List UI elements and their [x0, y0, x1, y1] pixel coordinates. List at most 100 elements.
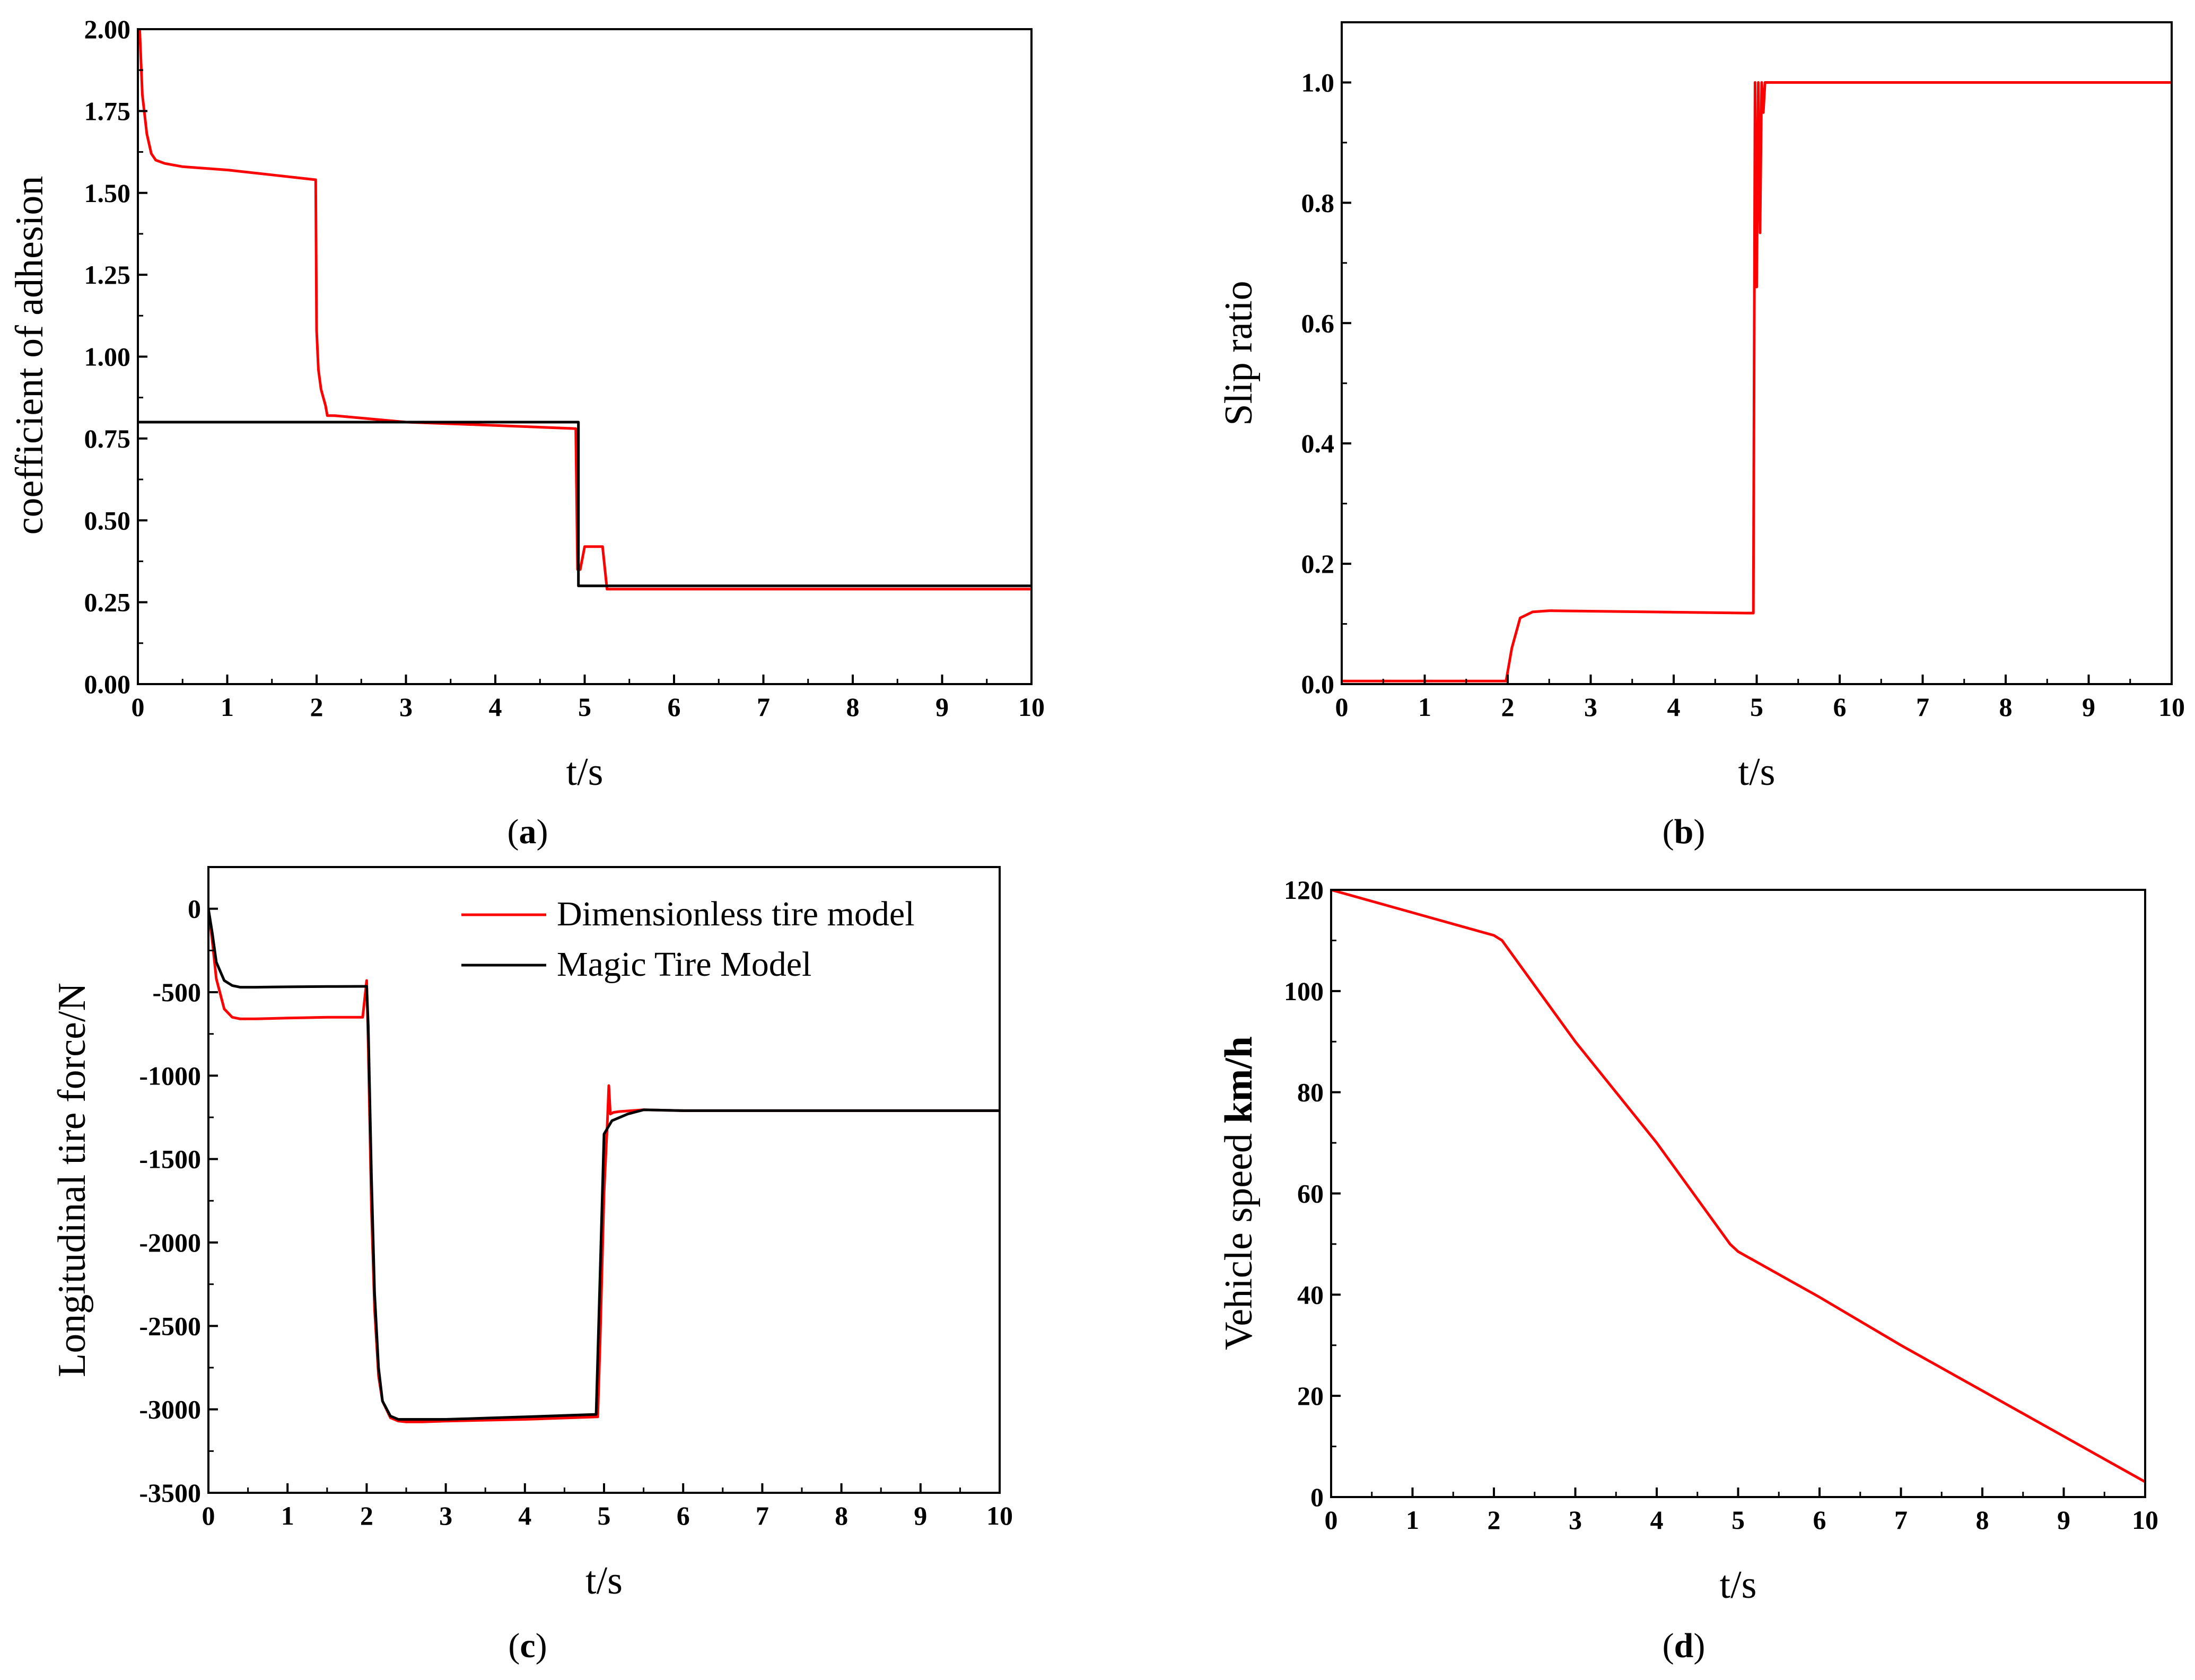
y-axis-label: coefficient of adhesion [8, 176, 51, 535]
y-tick-label: 0.25 [84, 588, 131, 617]
y-tick-label: 0.4 [1301, 428, 1335, 458]
x-axis-label: t/s [1738, 750, 1776, 794]
x-tick-label: 10 [2132, 1505, 2158, 1535]
caption-open-paren: ( [508, 812, 519, 851]
x-tick-label: 9 [2082, 692, 2095, 722]
caption-open-paren: ( [1663, 812, 1674, 851]
caption-letter: a [519, 812, 537, 851]
x-tick-label: 1 [1406, 1505, 1419, 1535]
panel-caption: (d) [1663, 1626, 1706, 1665]
series-line-slip-ratio [1342, 81, 2172, 682]
y-axis-label-text: Vehicle speed [1217, 1124, 1261, 1350]
legend-label-2: Magic Tire Model [557, 945, 811, 984]
y-tick-label: 60 [1297, 1179, 1324, 1209]
x-tick-label: 8 [846, 692, 860, 722]
x-tick-label: 5 [1750, 692, 1763, 722]
y-tick-label: 20 [1297, 1381, 1324, 1411]
x-tick-label: 9 [935, 692, 949, 722]
x-tick-label: 8 [1976, 1505, 1989, 1535]
panel-caption: (a) [508, 812, 548, 851]
x-tick-label: 4 [518, 1501, 531, 1530]
y-tick-label: -3500 [139, 1478, 201, 1508]
y-axis-label: Vehicle speed km/h [1217, 1036, 1261, 1350]
y-tick-label: 0.0 [1301, 669, 1335, 699]
x-tick-label: 3 [1584, 692, 1597, 722]
y-axis-label: Longitudinal tire force/N [50, 983, 94, 1377]
y-tick-label: -3000 [139, 1395, 201, 1424]
y-tick-label: -2500 [139, 1311, 201, 1341]
y-tick-label: 0 [1310, 1482, 1324, 1512]
x-tick-label: 3 [439, 1501, 452, 1530]
caption-close-paren: ) [536, 1626, 547, 1665]
series-line-magic-tire-model [138, 421, 1031, 588]
x-tick-label: 6 [1813, 1505, 1826, 1535]
caption-letter: b [1674, 812, 1694, 851]
y-tick-label: 0.8 [1301, 188, 1335, 217]
x-tick-label: 10 [1018, 692, 1045, 722]
y-tick-label: -2000 [139, 1228, 201, 1257]
x-tick-label: 7 [757, 692, 770, 722]
x-tick-label: 0 [1335, 692, 1349, 722]
caption-close-paren: ) [537, 812, 548, 851]
y-tick-label: 1.25 [84, 260, 131, 290]
x-tick-label: 7 [1894, 1505, 1908, 1535]
x-tick-label: 1 [1418, 692, 1431, 722]
x-tick-label: 6 [677, 1501, 690, 1530]
caption-open-paren: ( [508, 1626, 520, 1665]
x-tick-label: 5 [598, 1501, 611, 1530]
y-tick-label: 0.50 [84, 505, 131, 535]
x-tick-label: 7 [1916, 692, 1929, 722]
y-tick-label: 1.75 [84, 96, 131, 126]
x-tick-label: 0 [202, 1501, 215, 1530]
y-axis-label-unit: km/h [1217, 1036, 1261, 1124]
y-tick-label: 0.75 [84, 424, 131, 453]
y-tick-label: 0.2 [1301, 549, 1335, 579]
y-tick-label: 80 [1297, 1078, 1324, 1107]
caption-close-paren: ) [1693, 1626, 1705, 1665]
y-tick-label: 0.00 [84, 669, 131, 699]
x-tick-label: 10 [986, 1501, 1013, 1530]
x-tick-label: 9 [2057, 1505, 2070, 1535]
y-tick-label: -1500 [139, 1144, 201, 1174]
x-tick-label: 2 [360, 1501, 373, 1530]
chart-panel-c: 0 1 2 3 4 5 6 7 8 9 10 0 -500 -1000 -1500 -2000 -2500 -30… [50, 866, 1013, 1665]
panel-caption: (b) [1663, 812, 1706, 851]
legend-label-1: Dimensionless tire model [557, 895, 915, 933]
x-tick-label: 0 [132, 692, 145, 722]
x-tick-label: 8 [1999, 692, 2013, 722]
x-tick-label: 1 [221, 692, 234, 722]
caption-close-paren: ) [1693, 812, 1705, 851]
x-tick-label: 2 [1501, 692, 1515, 722]
x-tick-label: 3 [399, 692, 413, 722]
plot-frame [1341, 21, 2173, 685]
x-tick-label: 6 [1833, 692, 1847, 722]
y-tick-label: 1.00 [84, 342, 131, 372]
x-tick-label: 9 [914, 1501, 927, 1530]
series-line-vehicle-speed [1331, 890, 2145, 1483]
plot-frame [1330, 889, 2146, 1498]
series-line-dimensionless-tire-model [208, 908, 1000, 1423]
x-tick-label: 10 [2158, 692, 2185, 722]
caption-open-paren: ( [1663, 1626, 1674, 1665]
x-tick-label: 3 [1569, 1505, 1582, 1535]
y-tick-label: 100 [1284, 976, 1324, 1006]
x-tick-label: 4 [1650, 1505, 1664, 1535]
y-tick-label: 1.0 [1301, 67, 1335, 97]
y-tick-label: 2.00 [84, 14, 131, 44]
chart-panel-a: 0 1 2 3 4 5 6 7 8 9 10 0.00 0.25 0.50 0.75 1.00 1.25 1.50… [8, 14, 1045, 851]
y-tick-label: 1.50 [84, 178, 131, 208]
chart-panel-b: 0 1 2 3 4 5 6 7 8 9 10 0.0 0.2 0.4 0.6 0.8 1.0 t/s Slip ra… [1217, 21, 2185, 851]
x-tick-label: 0 [1325, 1505, 1338, 1535]
y-tick-label: 0.6 [1301, 308, 1335, 338]
panel-caption: (c) [508, 1626, 547, 1665]
x-axis-label: t/s [585, 1559, 623, 1603]
x-tick-label: 5 [578, 692, 591, 722]
x-axis-label: t/s [1720, 1563, 1757, 1607]
y-tick-label: 0 [188, 894, 201, 924]
caption-letter: c [520, 1626, 535, 1665]
x-tick-label: 6 [668, 692, 681, 722]
series-line-dimensionless-tire-model [138, 29, 1031, 591]
x-tick-label: 4 [489, 692, 502, 722]
